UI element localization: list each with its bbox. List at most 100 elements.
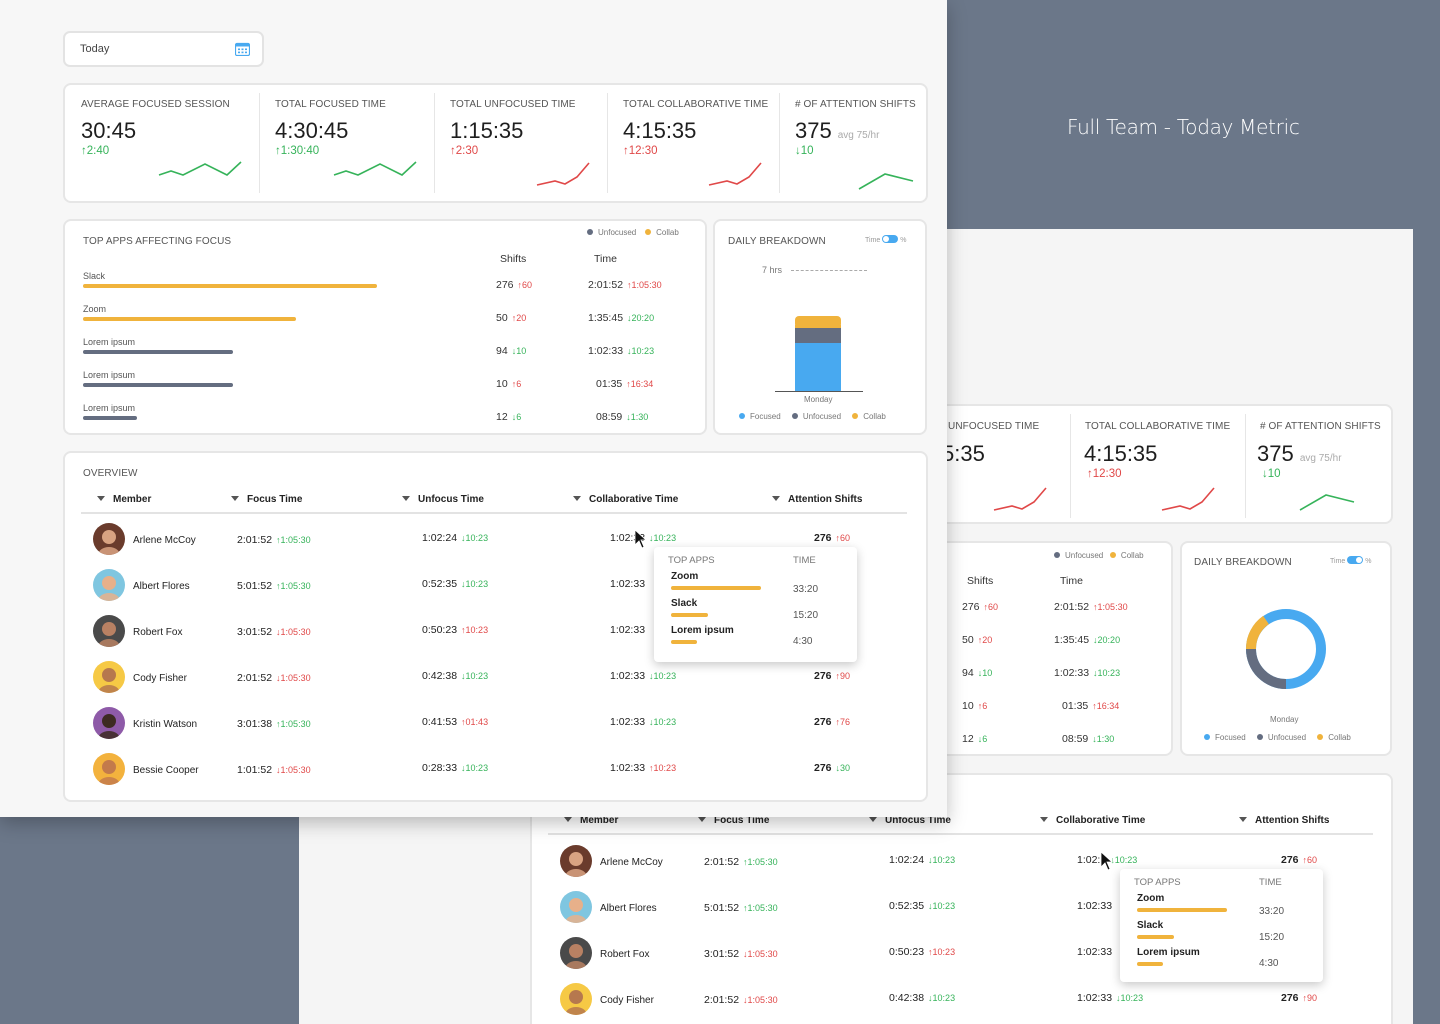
back-metric-label-3: # OF ATTENTION SHIFTS — [1260, 421, 1381, 432]
table-row[interactable]: Cody Fisher 2:01:52 ↓1:05:30 0:42:38 ↓10:23 1… — [65, 661, 926, 701]
focus-time-delta: ↑1:05:30 — [276, 719, 311, 729]
back-th-unfocus[interactable]: Unfocus Time — [869, 815, 951, 826]
th-focus-time[interactable]: Focus Time — [231, 494, 302, 505]
collab-time-cell: 1:02:33 — [1077, 900, 1116, 912]
collab-time-cell: 1:02:33 — [610, 578, 649, 590]
daily-breakdown-title: DAILY BREAKDOWN — [728, 236, 826, 247]
table-row[interactable]: Bessie Cooper 1:01:52 ↓1:05:30 0:28:33 ↓10:2… — [65, 753, 926, 793]
collab-time-cell: 1:02:33 ↑10:23 — [610, 762, 676, 774]
attention-shifts-value: 276 — [1281, 992, 1299, 1004]
back-app-shifts: 12 ↓6 — [962, 733, 987, 745]
time-percent-toggle[interactable]: Time % — [865, 235, 907, 244]
unfocus-time-delta: ↓10:23 — [928, 855, 956, 865]
th-collaborative-time[interactable]: Collaborative Time — [573, 494, 678, 505]
app-name: Slack — [83, 271, 106, 281]
unfocus-time-cell: 0:41:53 ↑01:43 — [422, 716, 488, 728]
table-row[interactable]: Robert Fox 3:01:52 ↓1:05:30 0:50:23 ↑10:23 1:… — [532, 937, 1391, 977]
back-app-time: 1:02:33 ↓10:23 — [1054, 667, 1120, 679]
unfocus-time-cell: 0:50:23 ↑10:23 — [889, 946, 955, 958]
unfocus-time-value: 0:50:23 — [422, 624, 458, 636]
metric-sub: avg 75/hr — [837, 130, 880, 141]
unfocus-time-delta: ↓10:23 — [461, 533, 489, 543]
back-app-time-delta: ↑16:34 — [1092, 701, 1120, 711]
tooltip-app-time: 33:20 — [1259, 906, 1285, 917]
app-usage-bar — [83, 383, 233, 387]
back-metric-value-2: 4:15:35 — [1084, 441, 1158, 466]
attention-shifts-cell: 276 ↓30 — [814, 762, 850, 774]
focus-time-value: 2:01:52 — [237, 672, 273, 684]
top-apps-tooltip: TOP APPS TIME Zoom 33:20 Slack 15:20 Lorem i… — [654, 547, 857, 662]
member-name: Kristin Watson — [133, 719, 198, 730]
th-member[interactable]: Member — [97, 494, 151, 505]
app-time-value: 08:59 — [596, 411, 623, 423]
unfocus-time-delta: ↓10:23 — [461, 763, 489, 773]
back-metric-label-2: TOTAL COLLABORATIVE TIME — [1085, 421, 1231, 432]
back-app-time-delta: ↑1:05:30 — [1093, 602, 1128, 612]
focus-time-value: 3:01:52 — [237, 626, 273, 638]
back-th-focus[interactable]: Focus Time — [698, 815, 769, 826]
app-shifts-delta: ↓6 — [511, 412, 522, 422]
metric-delta: ↓10 — [795, 145, 814, 157]
back-metric-delta-2: ↑12:30 — [1087, 468, 1122, 480]
back-daily-card: DAILY BREAKDOWN Time % Monday Focused Un… — [1180, 541, 1392, 756]
metric-value-text: 30:45 — [81, 118, 137, 143]
th-attention-shifts[interactable]: Attention Shifts — [772, 494, 862, 505]
member-name: Albert Flores — [133, 581, 190, 592]
table-row[interactable]: Kristin Watson 3:01:38 ↑1:05:30 0:41:53 ↑01:… — [65, 707, 926, 747]
back-app-time: 2:01:52 ↑1:05:30 — [1054, 601, 1128, 613]
app-shifts-value: 94 — [496, 345, 508, 357]
app-time: 01:35 ↑16:34 — [596, 378, 653, 390]
back-toggle[interactable]: Time % — [1330, 556, 1372, 565]
date-picker[interactable]: Today — [63, 31, 264, 67]
attention-shifts-delta: ↓30 — [835, 763, 851, 773]
back-th-shifts[interactable]: Attention Shifts — [1239, 815, 1329, 826]
th-unfocus-time[interactable]: Unfocus Time — [402, 494, 484, 505]
unfocus-time-cell: 0:42:38 ↓10:23 — [422, 670, 488, 682]
app-shifts: 94 ↓10 — [496, 345, 526, 357]
tooltip-app-name: Slack — [671, 598, 698, 609]
collab-time-value: 1:02:33 — [610, 624, 646, 636]
collab-time-value: 1:02:33 — [1077, 900, 1113, 912]
table-row[interactable]: Cody Fisher 2:01:52 ↓1:05:30 0:42:38 ↓10:23 1… — [532, 983, 1391, 1023]
member-name: Robert Fox — [600, 949, 650, 960]
page-headline: Full Team - Today Metric — [1067, 115, 1300, 139]
calendar-icon[interactable] — [235, 42, 250, 56]
avatar-person-icon — [98, 760, 120, 785]
metric-label: # OF ATTENTION SHIFTS — [795, 99, 916, 110]
focus-time-value: 5:01:52 — [237, 580, 273, 592]
top-apps-card: TOP APPS AFFECTING FOCUS Unfocused Colla… — [63, 219, 707, 435]
back-app-shifts-delta: ↓10 — [977, 668, 993, 678]
focus-time-value: 3:01:38 — [237, 718, 273, 730]
avatar — [93, 661, 125, 693]
metric-label: TOTAL COLLABORATIVE TIME — [623, 99, 769, 110]
unfocus-time-delta: ↑01:43 — [461, 717, 489, 727]
app-time-value: 1:02:33 — [588, 345, 624, 357]
table-row[interactable]: Arlene McCoy 2:01:52 ↑1:05:30 1:02:24 ↓10:23… — [65, 523, 926, 563]
focus-time-cell: 1:01:52 ↓1:05:30 — [237, 764, 311, 776]
avatar — [93, 569, 125, 601]
focus-time-cell: 5:01:52 ↑1:05:30 — [237, 580, 311, 592]
back-th-member[interactable]: Member — [564, 815, 618, 826]
focus-time-cell: 3:01:52 ↓1:05:30 — [237, 626, 311, 638]
member-name: Arlene McCoy — [600, 857, 663, 868]
app-shifts: 10 ↑6 — [496, 378, 521, 390]
app-time-delta: ↑1:05:30 — [627, 280, 662, 290]
table-row[interactable]: Albert Flores 5:01:52 ↑1:05:30 0:52:35 ↓10:2… — [532, 891, 1391, 931]
back-th-collab[interactable]: Collaborative Time — [1040, 815, 1145, 826]
app-time-value: 1:35:45 — [588, 312, 624, 324]
top-apps-legend: Unfocused Collab — [587, 228, 679, 237]
table-row[interactable]: Robert Fox 3:01:52 ↓1:05:30 0:50:23 ↑10:23 1:… — [65, 615, 926, 655]
attention-shifts-delta: ↑60 — [1302, 855, 1318, 865]
app-time: 08:59 ↓1:30 — [596, 411, 648, 423]
tooltip-app-time: 4:30 — [1259, 958, 1279, 969]
app-time-delta: ↓20:20 — [627, 313, 655, 323]
unfocus-time-delta: ↓10:23 — [461, 579, 489, 589]
table-row[interactable]: Albert Flores 5:01:52 ↑1:05:30 0:52:35 ↓10:2… — [65, 569, 926, 609]
table-row[interactable]: Arlene McCoy 2:01:52 ↑1:05:30 1:02:24 ↓10:23… — [532, 845, 1391, 885]
avatar-person-icon — [98, 622, 120, 647]
metric-label: AVERAGE FOCUSED SESSION — [81, 99, 230, 110]
collab-time-delta: ↓10:23 — [1116, 993, 1144, 1003]
focus-time-delta: ↓1:05:30 — [743, 995, 778, 1005]
unfocus-time-value: 0:42:38 — [889, 992, 925, 1004]
metric-sparkline — [708, 162, 762, 186]
